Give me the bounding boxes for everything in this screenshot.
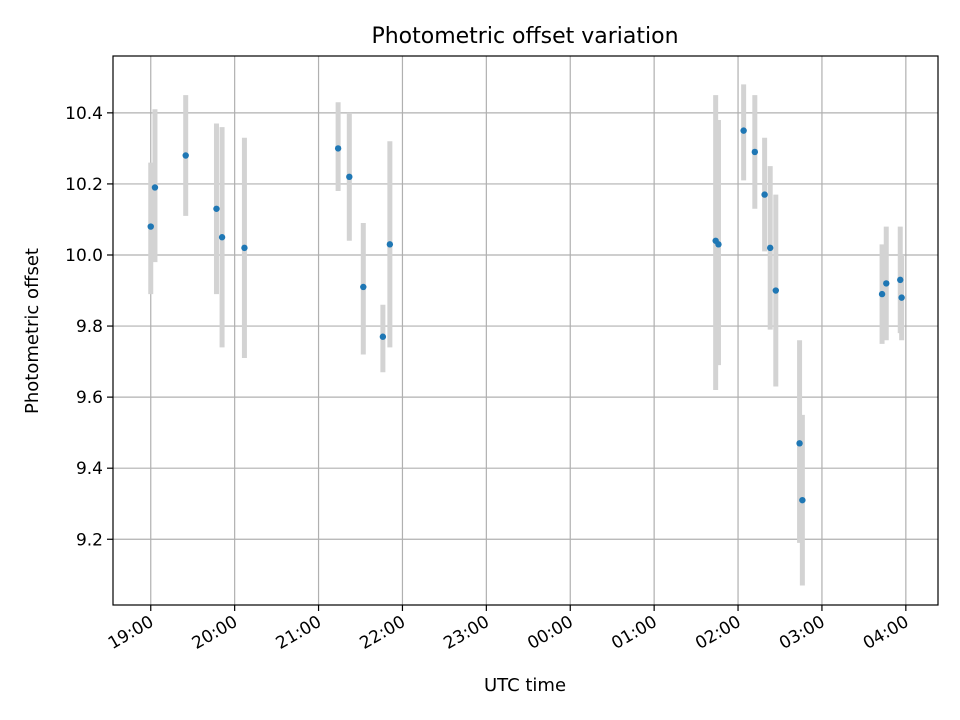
- y-tick-label: 9.2: [76, 530, 103, 550]
- data-point: [715, 241, 722, 248]
- data-point: [241, 244, 248, 252]
- data-point: [767, 244, 774, 252]
- data-point: [213, 205, 220, 212]
- data-point: [796, 440, 803, 447]
- x-tick-label: 02:00: [692, 612, 744, 654]
- data-point: [883, 280, 890, 287]
- x-tick-label: 22:00: [357, 612, 409, 654]
- x-tick-label: 20:00: [189, 612, 241, 654]
- data-point: [897, 276, 904, 284]
- y-tick-label: 10.0: [65, 246, 103, 266]
- y-tick-label: 10.2: [65, 175, 103, 195]
- data-point: [346, 173, 353, 181]
- y-tick-label: 9.6: [76, 388, 103, 408]
- data-point: [898, 294, 905, 301]
- data-point: [761, 191, 768, 198]
- data-point: [182, 152, 189, 159]
- y-tick-label: 10.4: [65, 104, 103, 124]
- data-point: [147, 223, 154, 230]
- x-tick-label: 23:00: [440, 612, 492, 654]
- y-tick-label: 9.8: [76, 317, 103, 337]
- data-point: [751, 148, 759, 156]
- data-points: [147, 127, 905, 504]
- data-point: [772, 287, 779, 294]
- x-tick-label: 19:00: [105, 612, 157, 654]
- plot-frame: [112, 55, 939, 606]
- y-axis-ticks: 9.2 9.4 9.6 9.8 10.0 10.2 10.4: [65, 104, 113, 550]
- data-point: [151, 184, 159, 191]
- data-point: [334, 145, 342, 152]
- x-tick-label: 04:00: [860, 612, 912, 654]
- grid: [113, 56, 938, 605]
- data-point: [878, 290, 886, 298]
- x-axis-label: UTC time: [484, 675, 566, 696]
- chart-title: Photometric offset variation: [371, 24, 678, 49]
- x-tick-label: 21:00: [273, 612, 325, 654]
- x-axis-ticks: 19:00 20:00 21:00 22:00 23:00 00:00 01:00 02:00…: [105, 605, 912, 654]
- y-tick-label: 9.4: [76, 459, 103, 479]
- x-tick-label: 01:00: [608, 612, 660, 654]
- error-bars: [148, 84, 905, 586]
- data-point: [218, 234, 226, 241]
- x-tick-label: 03:00: [776, 612, 828, 654]
- data-point: [360, 283, 367, 291]
- data-point: [386, 241, 394, 248]
- data-point: [379, 333, 387, 340]
- data-point: [740, 127, 747, 134]
- y-axis-label: Photometric offset: [22, 248, 43, 414]
- x-tick-label: 00:00: [524, 612, 576, 654]
- data-point: [799, 496, 806, 504]
